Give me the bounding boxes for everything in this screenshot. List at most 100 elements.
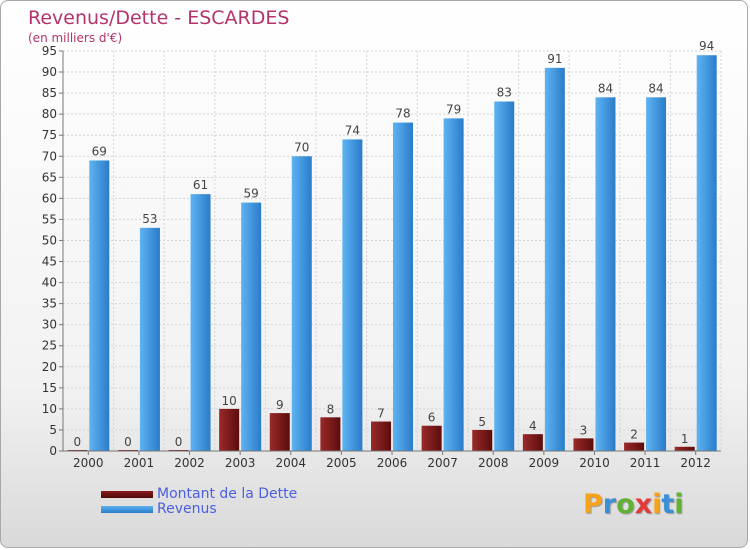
legend-swatch-revenus: [101, 506, 153, 513]
value-label-dette-2012: 1: [681, 432, 689, 446]
x-tick-label: 2004: [275, 456, 306, 470]
value-labels: 0 69 0 53 0 61 10 59 9 70 8 74 7 78 6 79 5 83 4 91 3 84 2 84 1 94: [73, 39, 714, 449]
bar-revenus-2005: [342, 139, 363, 451]
bar-dette-2010: [573, 438, 594, 451]
y-tick-label: 5: [49, 423, 57, 437]
value-label-revenus-2007: 79: [446, 102, 461, 116]
bar-revenus-2010: [595, 97, 616, 451]
bar-dette-2008: [472, 429, 493, 451]
x-tick-label: 2007: [427, 456, 458, 470]
x-tick-label: 2006: [377, 456, 408, 470]
bars: [67, 55, 717, 452]
y-tick-label: 70: [42, 149, 57, 163]
value-label-dette-2005: 8: [327, 402, 335, 416]
logo-letter: P: [583, 489, 603, 520]
bar-dette-2009: [522, 434, 543, 451]
value-label-dette-2006: 7: [377, 407, 385, 421]
y-tick-label: 10: [42, 402, 57, 416]
bar-revenus-2006: [393, 122, 413, 451]
y-tick-label: 95: [42, 44, 57, 58]
y-tick-label: 0: [49, 444, 57, 458]
value-label-dette-2003: 10: [222, 394, 237, 408]
value-label-revenus-2009: 91: [547, 52, 562, 66]
grid-lines: [62, 50, 722, 452]
bar-revenus-2004: [291, 156, 312, 451]
bar-revenus-2003: [241, 202, 262, 451]
logo-letter: i: [652, 489, 662, 520]
value-label-dette-2000: 0: [73, 435, 81, 449]
bar-dette-2006: [371, 421, 391, 451]
bar-dette-2007: [421, 425, 442, 451]
bar-revenus-2012: [696, 55, 717, 452]
x-tick-label: 2005: [326, 456, 357, 470]
bar-revenus-2011: [646, 97, 667, 451]
logo-letter: o: [616, 489, 635, 520]
value-label-dette-2007: 6: [428, 411, 436, 425]
legend-label-dette: Montant de la Dette: [157, 486, 298, 502]
value-label-revenus-2012: 94: [699, 39, 714, 53]
value-label-dette-2009: 4: [529, 419, 537, 433]
y-tick-label: 35: [42, 297, 57, 311]
bar-dette-2005: [320, 417, 341, 451]
bar-revenus-2002: [190, 194, 211, 451]
axes: 0510152025303540455055606570758085909520…: [42, 44, 721, 470]
proxiti-logo: Proxiti: [583, 489, 684, 520]
bar-dette-2003: [219, 408, 240, 451]
bar-dette-2011: [624, 442, 645, 451]
y-tick-label: 90: [42, 65, 57, 79]
value-label-revenus-2008: 83: [497, 86, 512, 100]
value-label-revenus-2006: 78: [395, 107, 410, 121]
legend-label-revenus: Revenus: [157, 501, 217, 517]
value-label-revenus-2003: 59: [244, 187, 259, 201]
bar-revenus-2007: [443, 118, 464, 452]
bar-dette-2012: [674, 446, 695, 451]
value-label-dette-2011: 2: [630, 428, 638, 442]
y-tick-label: 30: [42, 318, 57, 332]
value-label-revenus-2005: 74: [345, 123, 360, 137]
y-tick-label: 40: [42, 276, 57, 290]
value-label-dette-2001: 0: [124, 435, 132, 449]
value-label-dette-2004: 9: [276, 398, 284, 412]
y-tick-label: 15: [42, 381, 57, 395]
legend-swatch-dette: [101, 491, 153, 498]
y-tick-label: 65: [42, 170, 57, 184]
bar-revenus-2008: [494, 101, 515, 452]
value-label-revenus-2004: 70: [294, 140, 309, 154]
y-tick-label: 50: [42, 233, 57, 247]
y-tick-label: 75: [42, 128, 57, 142]
value-label-revenus-2010: 84: [598, 81, 613, 95]
value-label-revenus-2002: 61: [193, 178, 208, 192]
y-tick-label: 45: [42, 255, 57, 269]
value-label-dette-2002: 0: [175, 435, 183, 449]
bar-revenus-2000: [89, 160, 110, 451]
chart-subtitle: (en milliers d'€): [28, 31, 123, 45]
logo-letter: r: [602, 489, 617, 520]
x-tick-label: 2010: [579, 456, 610, 470]
x-tick-label: 2008: [478, 456, 509, 470]
y-tick-label: 55: [42, 212, 57, 226]
value-label-dette-2008: 5: [478, 415, 486, 429]
value-label-revenus-2000: 69: [92, 144, 107, 158]
x-tick-label: 2011: [630, 456, 661, 470]
x-tick-label: 2000: [73, 456, 104, 470]
y-tick-label: 60: [42, 191, 57, 205]
logo-letter: t: [661, 489, 675, 520]
value-label-revenus-2001: 53: [142, 212, 157, 226]
bar-dette-2004: [269, 413, 290, 451]
x-tick-label: 2003: [225, 456, 256, 470]
y-tick-label: 80: [42, 107, 57, 121]
bar-revenus-2009: [544, 67, 565, 451]
y-tick-label: 20: [42, 360, 57, 374]
y-tick-label: 85: [42, 86, 57, 100]
x-tick-label: 2002: [174, 456, 205, 470]
value-label-revenus-2011: 84: [648, 81, 663, 95]
chart-title: Revenus/Dette - ESCARDES: [28, 7, 290, 29]
x-tick-label: 2001: [124, 456, 155, 470]
logo-letter: x: [634, 489, 653, 520]
x-tick-label: 2009: [529, 456, 560, 470]
value-label-dette-2010: 3: [580, 423, 588, 437]
bar-revenus-2001: [139, 227, 160, 451]
logo-letter: i: [674, 489, 684, 520]
